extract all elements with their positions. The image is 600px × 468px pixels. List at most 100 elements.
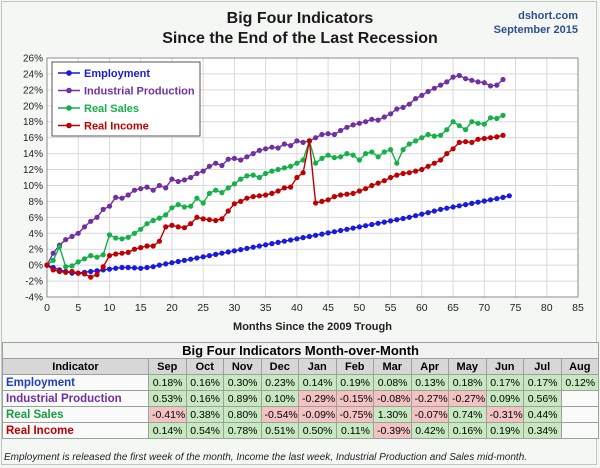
series-point-1 [325,131,331,137]
series-point-0 [188,256,194,262]
table-row: Employment 0.18% 0.16% 0.30% 0.23% 0.14% 0.19%… [2,374,600,391]
series-point-3 [494,134,500,140]
series-point-1 [288,143,294,149]
series-point-1 [88,218,94,224]
table-row-label: Real Sales [2,406,149,423]
series-point-3 [425,163,431,169]
table-cell: -0.15% [335,390,374,407]
table-cell: 0.19% [485,422,524,439]
series-point-1 [344,124,350,130]
series-point-0 [356,224,362,230]
series-point-3 [469,139,475,145]
series-point-2 [56,244,63,250]
series-point-0 [113,265,119,271]
table-cell: 0.10% [260,390,299,407]
table-cell: 0.38% [185,406,224,423]
x-tick-label: 35 [260,302,272,314]
table-cell: -0.41% [148,406,187,423]
series-point-3 [275,188,281,194]
table-cell: 0.16% [185,374,224,391]
legend-label: Real Income [84,121,149,133]
series-point-0 [419,211,425,217]
series-point-1 [463,76,469,82]
table-cell: -0.31% [485,406,524,423]
x-tick-label: 25 [197,302,209,314]
series-point-0 [375,220,381,226]
series-point-1 [388,111,394,117]
series-point-0 [238,247,244,253]
series-point-2 [425,131,431,138]
series-point-3 [256,193,262,199]
series-point-2 [256,174,262,181]
series-point-1 [400,104,406,110]
series-point-2 [375,154,381,160]
series-point-2 [275,166,281,173]
table-cell: 0.44% [523,406,562,423]
table-cell: 0.34% [523,422,562,439]
series-point-2 [344,151,350,157]
series-point-3 [288,184,294,190]
series-point-3 [263,192,269,198]
series-point-0 [131,265,138,271]
series-point-3 [156,238,162,244]
table-cell: 0.17% [485,374,524,391]
table-cell: 0.18% [448,374,487,391]
series-point-3 [181,225,187,231]
series-point-1 [481,80,487,86]
series-point-1 [175,178,181,185]
table-cell: 0.17% [523,374,562,391]
table-cell: 0.53% [148,390,187,407]
series-point-3 [356,188,362,194]
series-point-2 [319,155,325,161]
table-cell: 0.89% [223,390,262,407]
series-point-1 [406,101,412,107]
series-point-3 [206,217,212,223]
series-point-0 [494,196,500,202]
series-point-2 [463,127,469,133]
series-point-3 [325,197,331,203]
table-cell: 0.50% [298,422,337,439]
series-point-2 [363,151,369,157]
series-point-2 [213,187,219,193]
series-point-0 [288,237,294,243]
series-point-3 [369,182,375,189]
series-point-1 [425,88,431,95]
series-point-3 [313,200,319,206]
series-point-1 [431,85,437,91]
series-point-0 [275,239,281,245]
table-cell: 0.13% [410,374,449,391]
series-point-2 [150,217,156,224]
x-tick-label: 65 [447,302,459,314]
series-point-3 [319,198,325,204]
series-point-3 [169,222,175,228]
series-point-0 [213,251,219,257]
table-header-month: Jun [485,358,524,375]
table-cell: 0.14% [298,374,337,391]
series-point-3 [375,180,381,186]
series-point-0 [344,226,350,232]
series-point-0 [156,262,162,268]
series-point-1 [487,83,494,89]
series-point-0 [244,245,250,251]
series-point-2 [125,234,131,240]
series-point-1 [319,131,325,138]
plot-border [46,57,579,298]
series-point-1 [163,185,169,191]
series-point-3 [69,268,75,275]
legend-label: Industrial Production [84,86,195,98]
series-point-2 [281,165,287,171]
series-point-2 [106,232,113,238]
series-point-0 [313,232,319,238]
series-point-2 [456,123,462,129]
series-point-0 [231,248,237,254]
series-point-2 [63,264,69,270]
table-cell: 0.16% [185,390,224,407]
series-point-3 [125,249,131,255]
series-point-0 [144,264,150,271]
series-point-2 [250,172,256,178]
x-tick-label: 10 [104,302,116,314]
series-point-0 [500,194,506,200]
series-point-3 [63,269,69,275]
legend-swatch-marker [66,87,72,94]
table-cell: 0.80% [223,406,262,423]
